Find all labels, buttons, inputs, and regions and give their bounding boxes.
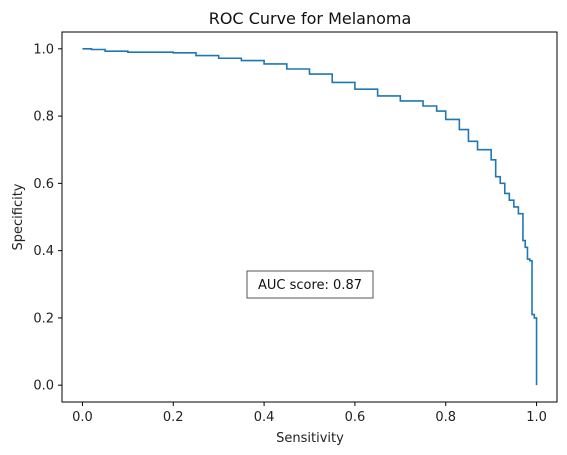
- roc-curve-line: [82, 48, 538, 386]
- y-tick-label: 0.8: [33, 110, 54, 125]
- auc-annotation-text: AUC score: 0.87: [258, 278, 362, 293]
- y-tick-label: 1.0: [33, 42, 54, 57]
- auc-annotation-box: [246, 270, 374, 299]
- x-tick-label: 0.8: [435, 410, 456, 425]
- y-axis-ticks: 0.0 0.2 0.4 0.6 0.8 1.0: [33, 42, 62, 394]
- y-axis-label: Specificity: [11, 183, 26, 250]
- x-tick-label: 0.6: [345, 410, 366, 425]
- x-axis-label: Sensitivity: [276, 431, 344, 446]
- x-axis-ticks: 0.0 0.2 0.4 0.6 0.8 1.0: [72, 402, 547, 425]
- y-tick-label: 0.6: [33, 177, 54, 192]
- y-tick-label: 0.2: [33, 311, 54, 326]
- x-tick-label: 0.0: [72, 410, 93, 425]
- plot-frame: [61, 31, 558, 403]
- auc-annotation: AUC score: 0.87: [246, 270, 374, 299]
- x-tick-label: 0.2: [163, 410, 184, 425]
- y-tick-label: 0.4: [33, 244, 54, 259]
- y-tick-label: 0.0: [33, 379, 54, 394]
- plot-area: [82, 48, 538, 386]
- x-tick-label: 0.4: [254, 410, 275, 425]
- chart-title: ROC Curve for Melanoma: [209, 9, 412, 28]
- x-tick-label: 1.0: [526, 410, 547, 425]
